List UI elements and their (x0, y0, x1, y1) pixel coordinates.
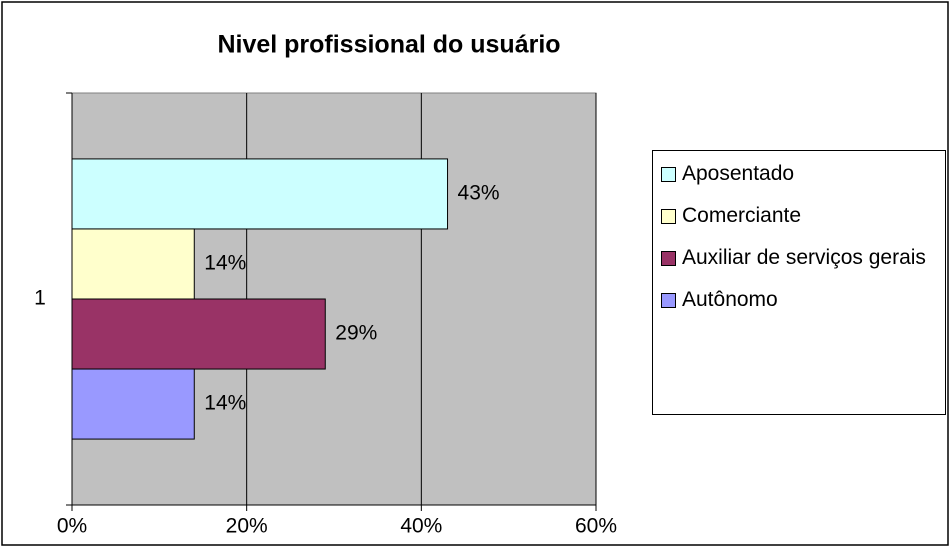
y-tick-label: 1 (34, 287, 46, 310)
legend-swatch (661, 209, 676, 224)
data-label: 43% (458, 181, 500, 204)
bar (71, 158, 449, 230)
x-tick-label: 20% (226, 515, 268, 538)
bar (71, 228, 195, 300)
chart-title: Nivel profissional do usuário (217, 31, 560, 59)
x-tick-label: 40% (400, 515, 442, 538)
legend-swatch (661, 167, 676, 182)
legend-entry: Aposentado (661, 161, 945, 187)
legend-entry: Autônomo (661, 287, 945, 313)
legend: Aposentado Comerciante Auxiliar de serviço… (652, 150, 946, 415)
legend-swatch (661, 251, 676, 266)
legend-swatch (661, 293, 676, 308)
legend-label: Comerciante (682, 204, 802, 227)
data-label: 14% (204, 252, 246, 275)
legend-label: Autônomo (682, 288, 778, 311)
legend-label: Auxiliar de serviços gerais (682, 246, 926, 269)
bar (71, 298, 326, 370)
data-label: 29% (335, 322, 377, 345)
bar (71, 368, 195, 440)
x-tick-label: 60% (575, 515, 617, 538)
data-label: 14% (204, 392, 246, 415)
legend-label: Aposentado (682, 162, 795, 185)
legend-entry: Auxiliar de serviços gerais (661, 245, 945, 271)
x-tick-label: 0% (57, 515, 87, 538)
legend-entry: Comerciante (661, 203, 945, 229)
